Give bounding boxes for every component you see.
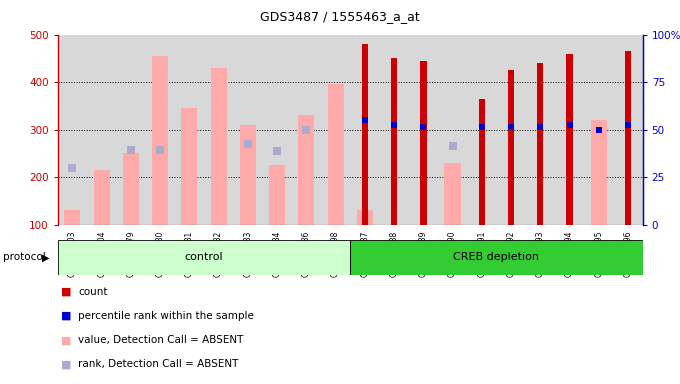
Bar <box>175 35 204 225</box>
Bar <box>262 35 292 225</box>
Bar <box>479 99 485 225</box>
Bar <box>438 35 467 225</box>
Bar <box>409 35 438 225</box>
Text: ■: ■ <box>61 335 71 345</box>
Bar <box>204 35 233 225</box>
Bar <box>292 35 321 225</box>
Text: ▶: ▶ <box>42 252 50 262</box>
Bar <box>591 120 607 225</box>
Text: rank, Detection Call = ABSENT: rank, Detection Call = ABSENT <box>78 359 239 369</box>
Bar <box>391 58 397 225</box>
Text: ■: ■ <box>61 359 71 369</box>
Bar <box>508 70 514 225</box>
Bar <box>328 84 343 225</box>
Bar <box>123 153 139 225</box>
Text: protocol: protocol <box>3 252 46 262</box>
Bar <box>65 210 80 225</box>
Bar <box>269 165 285 225</box>
Bar <box>321 35 350 225</box>
Bar <box>152 56 168 225</box>
Bar <box>357 210 373 225</box>
Text: percentile rank within the sample: percentile rank within the sample <box>78 311 254 321</box>
Bar <box>94 170 109 225</box>
Bar <box>350 240 643 275</box>
Bar <box>613 35 643 225</box>
Bar <box>211 68 226 225</box>
Bar <box>233 35 262 225</box>
Bar <box>58 240 350 275</box>
Bar <box>537 63 543 225</box>
Bar <box>379 35 409 225</box>
Text: value, Detection Call = ABSENT: value, Detection Call = ABSENT <box>78 335 243 345</box>
Text: CREB depletion: CREB depletion <box>454 252 539 262</box>
Bar <box>584 35 613 225</box>
Bar <box>467 35 496 225</box>
Bar <box>146 35 175 225</box>
Text: control: control <box>185 252 223 262</box>
Bar <box>445 163 460 225</box>
Text: ■: ■ <box>61 287 71 297</box>
Bar <box>625 51 631 225</box>
Text: ■: ■ <box>61 311 71 321</box>
Bar <box>362 44 368 225</box>
Bar <box>350 35 379 225</box>
Bar <box>566 54 573 225</box>
Bar <box>58 35 87 225</box>
Bar <box>420 61 426 225</box>
Bar <box>526 35 555 225</box>
Text: count: count <box>78 287 107 297</box>
Bar <box>182 108 197 225</box>
Text: GDS3487 / 1555463_a_at: GDS3487 / 1555463_a_at <box>260 10 420 23</box>
Bar <box>299 115 314 225</box>
Bar <box>555 35 584 225</box>
Bar <box>87 35 116 225</box>
Bar <box>496 35 526 225</box>
Bar <box>116 35 146 225</box>
Bar <box>240 125 256 225</box>
